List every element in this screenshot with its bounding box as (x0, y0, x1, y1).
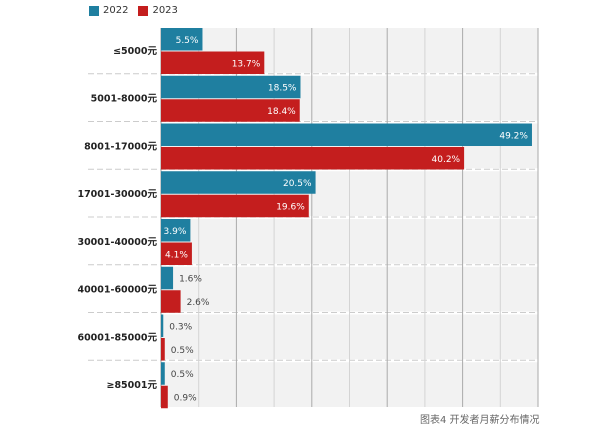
bar-2023 (161, 194, 309, 218)
data-label: 0.3% (169, 322, 192, 332)
category-label: 8001-17000元 (84, 141, 157, 152)
legend-swatch-2023 (138, 5, 149, 16)
data-label: 13.7% (232, 59, 261, 69)
category-label: ≤5000元 (113, 46, 157, 57)
legend-item-2023: 2023 (138, 5, 178, 16)
bar-2022 (161, 123, 532, 146)
category-label: 30001-40000元 (77, 237, 157, 248)
bar-2023 (161, 290, 181, 313)
data-label: 5.5% (176, 36, 199, 46)
data-label: 0.9% (174, 394, 197, 404)
data-label: 20.5% (283, 179, 312, 189)
bar-2022 (161, 219, 191, 242)
legend-swatch-2022 (89, 5, 99, 16)
data-label: 0.5% (171, 370, 194, 380)
category-label: 17001-30000元 (77, 189, 157, 200)
bar-2022 (161, 266, 174, 290)
category-label: ≥85001元 (106, 380, 157, 391)
bar-2022 (161, 362, 165, 385)
bar-2022 (161, 171, 316, 194)
category-label: 40001-60000元 (77, 285, 157, 296)
data-label: 0.5% (171, 346, 194, 356)
category-label: 60001-85000元 (77, 332, 157, 343)
bar-2023 (161, 385, 168, 409)
bar-2022 (161, 314, 164, 337)
data-label: 19.6% (276, 203, 305, 213)
bar-2022 (161, 28, 203, 51)
legend-label: 2022 (103, 5, 129, 16)
data-label: 40.2% (432, 155, 461, 165)
bar-2022 (161, 75, 301, 99)
bar-2023 (161, 338, 165, 361)
chart-caption: 图表4 开发者月薪分布情况 (420, 415, 540, 426)
bar-2023 (161, 147, 465, 170)
legend: 2022 2023 (89, 5, 178, 16)
data-label: 2.6% (187, 298, 210, 308)
legend-label: 2023 (152, 5, 178, 16)
bar-2023 (161, 51, 265, 74)
bar-2023 (161, 242, 192, 265)
legend-item-2022: 2022 (89, 5, 128, 16)
bar-2023 (161, 99, 300, 122)
data-label: 3.9% (164, 227, 187, 237)
data-label: 49.2% (499, 131, 528, 141)
category-label: 5001-8000元 (91, 94, 158, 105)
data-label: 1.6% (179, 275, 202, 285)
data-label: 18.5% (268, 84, 297, 94)
data-label: 4.1% (165, 250, 188, 260)
data-label: 18.4% (267, 107, 296, 117)
